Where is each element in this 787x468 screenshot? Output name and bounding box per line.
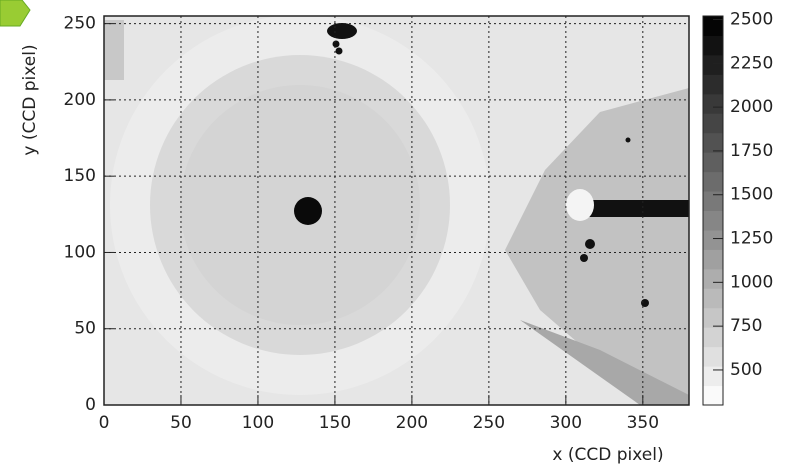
x-tick-label: 350	[627, 413, 659, 433]
colorbar-band	[703, 346, 723, 367]
x-tick-label: 200	[396, 413, 428, 433]
colorbar-band	[703, 249, 723, 270]
colorbar-band	[703, 191, 723, 211]
colorbar-tick-label: 750	[730, 316, 762, 336]
colorbar-band	[703, 93, 723, 114]
y-tick-label: 50	[74, 319, 96, 339]
colorbar-band	[703, 307, 723, 328]
y-tick-label: 200	[64, 90, 96, 110]
x-axis-label: x (CCD pixel)	[552, 445, 663, 465]
y-tick-label: 250	[64, 14, 96, 34]
corner-icon	[0, 0, 31, 27]
x-tick-label: 300	[550, 413, 582, 433]
y-axis-label: y (CCD pixel)	[20, 44, 40, 155]
ccd-image	[104, 16, 689, 405]
colorbar-tick-label: 500	[730, 360, 762, 380]
colorbar-tick-label: 1750	[730, 141, 773, 161]
colorbar-band	[703, 288, 723, 309]
colorbar-band	[703, 171, 723, 192]
plot-frame	[103, 15, 690, 406]
colorbar-tick-label: 1500	[730, 185, 773, 205]
colorbar-band	[703, 54, 723, 75]
y-tick-label: 100	[64, 242, 96, 262]
colorbar-band	[703, 366, 723, 387]
colorbar-band	[703, 327, 723, 348]
colorbar-band	[703, 152, 723, 173]
x-tick-label: 50	[170, 413, 192, 433]
colorbar	[703, 16, 723, 406]
x-tick-label: 0	[99, 413, 110, 433]
colorbar-tick-label: 1250	[730, 229, 773, 249]
y-tick-label: 150	[64, 166, 96, 186]
x-tick-label: 250	[473, 413, 505, 433]
y-tick-label: 0	[85, 395, 96, 415]
x-tick-label: 150	[319, 413, 351, 433]
colorbar-band	[703, 385, 723, 406]
colorbar-band	[703, 113, 723, 134]
colorbar-frame	[702, 15, 724, 406]
colorbar-band	[703, 16, 723, 36]
colorbar-band	[703, 210, 723, 231]
x-tick-label: 100	[242, 413, 274, 433]
colorbar-tick-label: 2000	[730, 97, 773, 117]
colorbar-band	[703, 74, 723, 95]
colorbar-band	[703, 35, 723, 56]
colorbar-band	[703, 268, 723, 289]
colorbar-tick-label: 2500	[730, 10, 773, 30]
colorbar-band	[703, 229, 723, 250]
colorbar-band	[703, 132, 723, 153]
colorbar-tick-label: 1000	[730, 272, 773, 292]
colorbar-tick-label: 2250	[730, 53, 773, 73]
